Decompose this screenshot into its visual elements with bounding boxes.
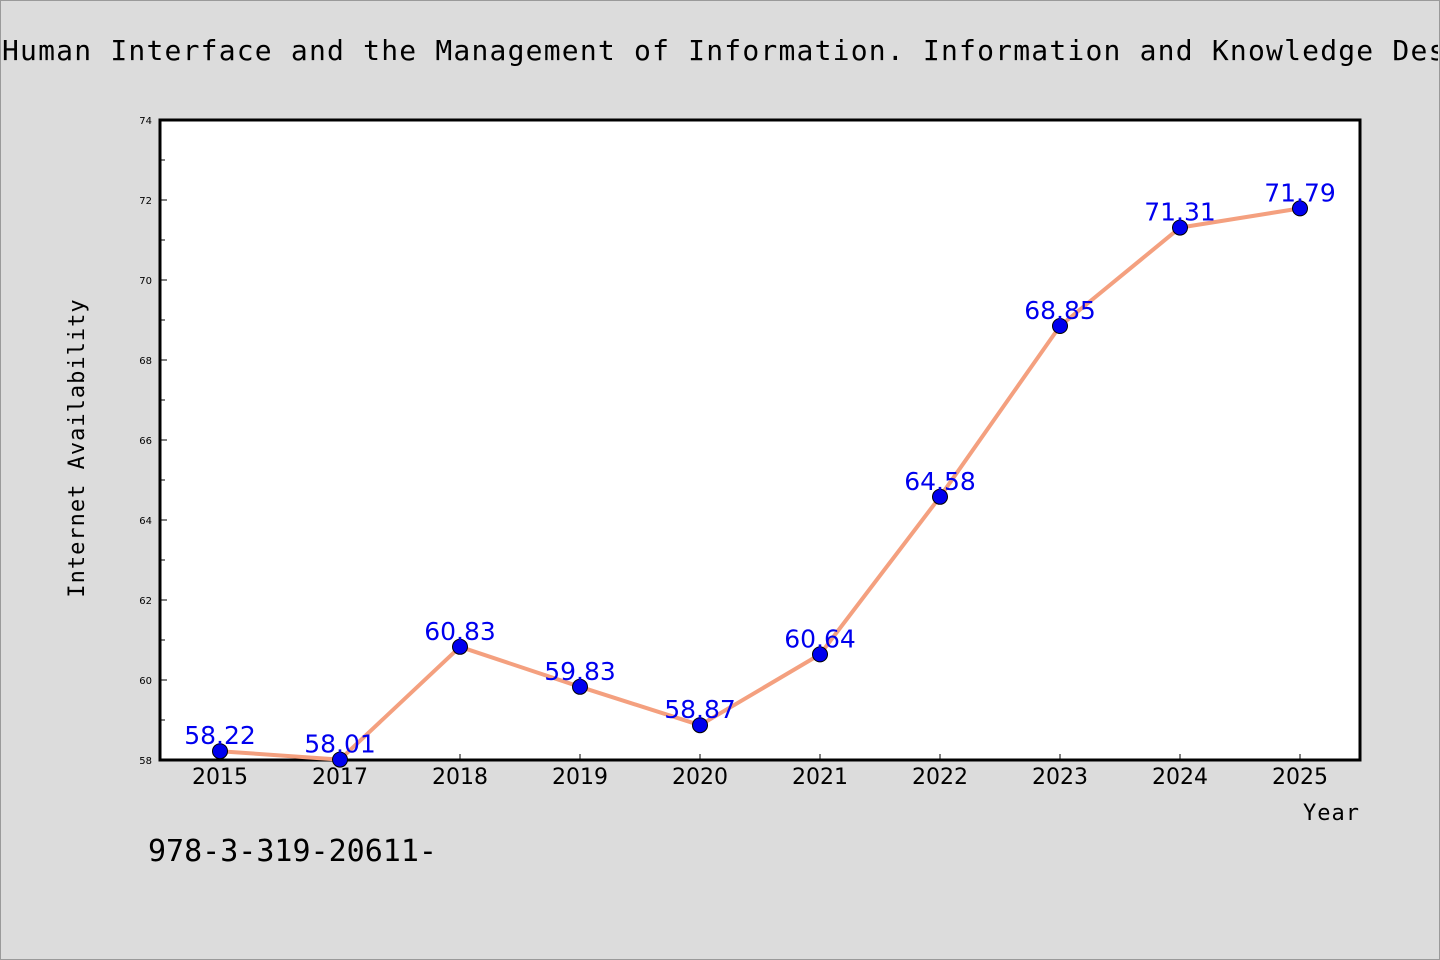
series-line xyxy=(219,206,1301,762)
data-markers xyxy=(212,200,1308,768)
data-label: 71.31 xyxy=(1144,198,1216,227)
data-label: 60.64 xyxy=(784,624,856,653)
data-label: 58.87 xyxy=(664,695,736,724)
x-tick-label: 2015 xyxy=(192,765,248,790)
x-tick-label: 2017 xyxy=(312,765,368,790)
plot-area xyxy=(158,118,1362,762)
data-point xyxy=(452,638,468,655)
data-label: 68.85 xyxy=(1024,296,1096,325)
y-tick-label: 66 xyxy=(139,436,152,447)
x-tick-label: 2021 xyxy=(792,765,848,790)
data-point xyxy=(212,743,228,760)
y-tick-label: 58 xyxy=(139,756,152,767)
x-tick-label: 2018 xyxy=(432,765,488,790)
data-label: 59.83 xyxy=(544,657,616,686)
x-tick-label: 2024 xyxy=(1152,765,1208,790)
data-label: 64.58 xyxy=(904,467,976,496)
data-point xyxy=(812,646,828,663)
x-tick-label: 2025 xyxy=(1272,765,1328,790)
y-tick-label: 70 xyxy=(139,276,152,287)
x-tick-label: 2019 xyxy=(552,765,608,790)
footer-note: 978-3-319-20611- xyxy=(148,834,437,869)
data-label: 58.22 xyxy=(184,721,256,750)
data-label: 60.83 xyxy=(424,617,496,646)
y-tick-label: 72 xyxy=(139,196,152,207)
y-tick-label: 74 xyxy=(139,116,152,127)
data-point xyxy=(1052,318,1068,334)
x-axis: 2015 2017 2018 2019 2020 2021 2022 2023 2024 2025 xyxy=(192,754,1328,790)
data-labels: 58.22 58.01 60.83 59.83 58.87 60.64 64.58 68.85… xyxy=(184,178,1336,758)
x-tick-label: 2022 xyxy=(912,765,968,790)
x-axis-title: Year xyxy=(1303,801,1360,826)
data-label: 71.79 xyxy=(1264,178,1336,207)
data-point xyxy=(692,717,708,734)
x-tick-label: 2020 xyxy=(672,765,728,790)
y-axis-title: Internet Availability xyxy=(65,298,90,597)
data-point xyxy=(1292,200,1308,217)
data-label: 58.01 xyxy=(304,730,376,759)
data-point xyxy=(332,751,348,768)
data-point xyxy=(932,488,948,505)
y-tick-label: 68 xyxy=(139,356,152,367)
x-tick-label: 2023 xyxy=(1032,765,1088,790)
y-tick-label: 62 xyxy=(139,596,152,607)
data-point xyxy=(572,678,588,695)
chart-title: Human Interface and the Management of In… xyxy=(2,34,1438,67)
y-tick-label: 64 xyxy=(139,516,152,527)
data-point xyxy=(1172,219,1188,236)
y-axis: 58 60 62 64 66 68 70 72 74 xyxy=(139,116,167,767)
y-tick-label: 60 xyxy=(139,676,152,687)
